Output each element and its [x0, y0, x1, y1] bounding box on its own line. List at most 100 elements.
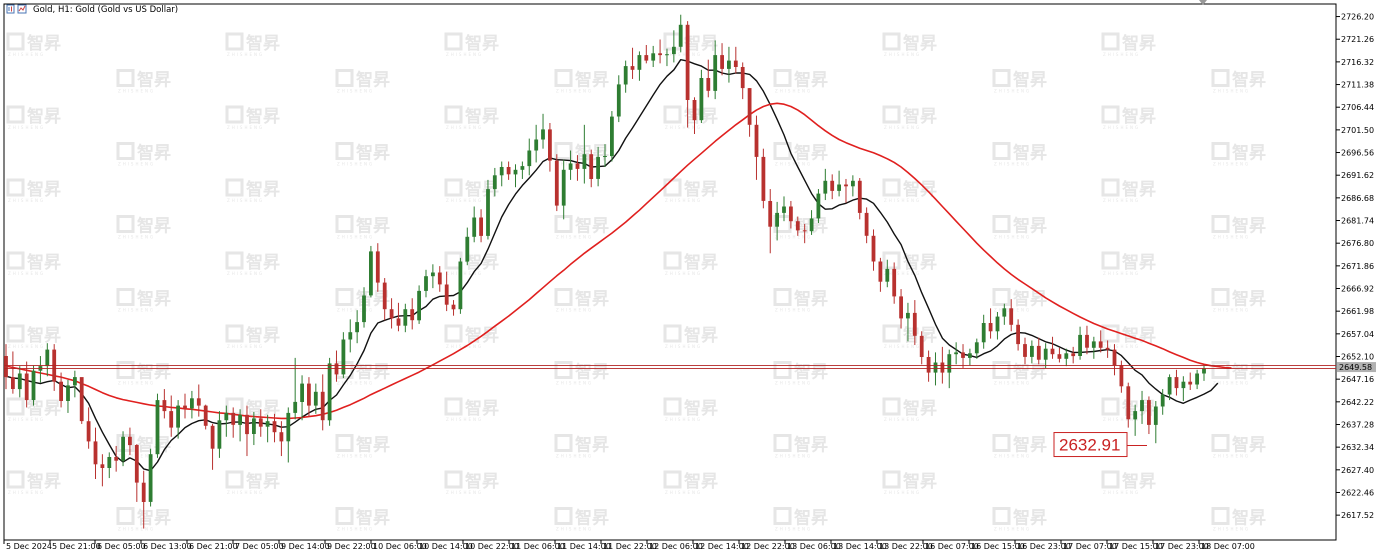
candle	[128, 427, 132, 456]
y-tick-label: 2721.26	[1341, 35, 1374, 44]
candle-body	[389, 309, 394, 319]
candle	[313, 383, 318, 414]
candle	[183, 393, 187, 419]
watermark-text: 智昇	[137, 289, 171, 310]
candle	[17, 366, 22, 398]
candle-body	[307, 383, 311, 406]
candle-body	[816, 193, 821, 219]
watermark-text: 智昇	[1013, 70, 1047, 91]
watermark-subtext: ZHISHENG	[884, 417, 921, 422]
x-tick-label: 11 Dec 14:00	[557, 542, 611, 551]
candle	[968, 348, 972, 366]
candle	[79, 377, 84, 424]
watermark-text: 智昇	[465, 179, 499, 200]
watermark-logo	[116, 215, 135, 233]
candle-body	[623, 66, 628, 85]
candle	[678, 14, 683, 53]
watermark-subtext: ZHISHENG	[994, 381, 1031, 386]
candle	[465, 227, 470, 266]
candle-body	[472, 217, 477, 237]
watermark-logo	[335, 288, 354, 306]
callout-price-label: 2632.91	[1059, 436, 1120, 455]
watermark-subtext: ZHISHENG	[227, 125, 264, 130]
candle-body	[678, 24, 683, 47]
watermark-logo	[6, 32, 25, 51]
candle-body	[906, 312, 910, 319]
watermark-subtext: ZHISHENG	[665, 490, 702, 495]
current-price-tag	[1337, 362, 1376, 373]
watermark-subtext: ZHISHENG	[337, 162, 374, 167]
watermark-text: 智昇	[465, 33, 499, 54]
candle	[630, 47, 635, 79]
candle-body	[348, 332, 353, 340]
watermark-subtext: ZHISHENG	[1213, 308, 1250, 313]
candle-body	[24, 373, 29, 401]
watermark-text: 智昇	[1232, 362, 1266, 383]
candle	[1112, 344, 1117, 376]
candle	[789, 200, 793, 229]
x-tick-label: 16 Dec 07:00	[925, 542, 979, 551]
watermark-logo	[882, 32, 901, 51]
candle	[134, 444, 139, 502]
candle	[424, 269, 428, 298]
candle-body	[444, 284, 449, 305]
watermark-text: 智昇	[903, 398, 937, 419]
candle-body	[252, 418, 256, 434]
candle	[851, 175, 855, 197]
watermark-subtext: ZHISHENG	[556, 308, 593, 313]
candle-body	[238, 414, 242, 425]
candle-body	[4, 356, 8, 378]
watermark-subtext: ZHISHENG	[227, 344, 264, 349]
candle	[981, 314, 986, 349]
candle-body	[548, 129, 552, 161]
watermark-logo	[554, 288, 573, 306]
candle	[995, 312, 1000, 340]
candle	[823, 168, 828, 201]
candle-body	[492, 175, 497, 190]
candle-body	[1153, 406, 1158, 425]
candle	[520, 161, 525, 179]
watermark-subtext: ZHISHENG	[1103, 344, 1140, 349]
candle	[245, 405, 249, 457]
candle-body	[437, 272, 442, 285]
collapse-arrow-icon	[1199, 0, 1207, 5]
candle	[210, 423, 215, 470]
candle-body	[1188, 381, 1193, 385]
watermark-text: 智昇	[465, 471, 499, 492]
candle	[699, 69, 704, 123]
candle-body	[300, 383, 304, 402]
candle-body	[1036, 345, 1041, 360]
watermark-subtext: ZHISHENG	[8, 344, 45, 349]
candle	[238, 409, 242, 442]
candle	[162, 389, 167, 419]
watermark-text: 智昇	[27, 398, 61, 419]
candle	[499, 161, 504, 187]
watermark-logo	[773, 361, 792, 379]
watermark-subtext: ZHISHENG	[775, 162, 812, 167]
candle-body	[499, 167, 504, 176]
candle	[892, 262, 897, 304]
chart-frame	[3, 3, 1337, 541]
x-tick-label: 11 Dec 06:00	[511, 542, 565, 551]
candle	[775, 201, 779, 241]
candle-body	[713, 55, 718, 91]
candle-body	[1078, 334, 1082, 356]
candle	[596, 146, 600, 187]
watermark-text: 智昇	[575, 435, 609, 456]
y-tick-label: 2701.50	[1341, 126, 1374, 135]
candle-body	[851, 180, 855, 187]
chart-type-icon-line	[18, 5, 26, 12]
